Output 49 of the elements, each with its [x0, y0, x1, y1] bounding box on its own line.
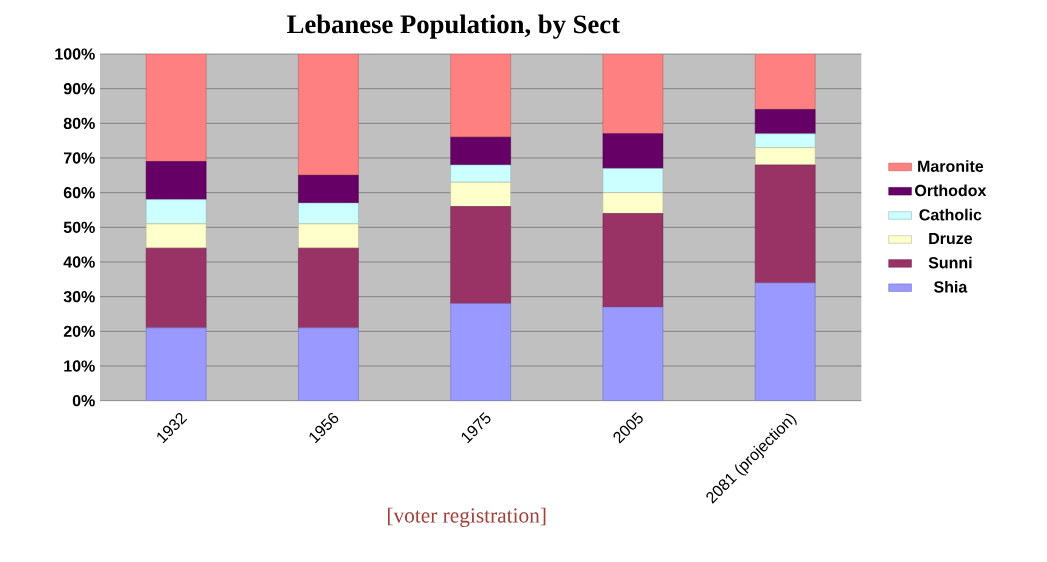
bar: [145, 223, 207, 249]
y-tick-label: 70%: [63, 152, 95, 164]
y-tick-label: 100%: [55, 48, 95, 60]
y-tick-label: 30%: [63, 291, 95, 303]
legend-label: Sunni: [928, 256, 972, 269]
y-tick-label: 60%: [63, 187, 95, 199]
bar: [450, 136, 511, 166]
legend-label: Orthodox: [915, 184, 987, 197]
bar: [754, 147, 816, 166]
bar: [602, 168, 664, 193]
bar: [145, 199, 207, 225]
y-tick-label: 80%: [63, 117, 95, 129]
bar: [298, 223, 359, 249]
text: [voter registration]: [387, 507, 546, 528]
bar: [298, 247, 359, 329]
bar: [145, 327, 207, 401]
bar: [602, 133, 664, 169]
bar: [602, 306, 664, 401]
bar: [298, 54, 359, 176]
bar: [450, 164, 511, 183]
bar: [450, 303, 511, 401]
y-tick-label: 20%: [63, 325, 95, 337]
bar: [298, 327, 359, 401]
bar: [450, 54, 511, 138]
y-tick-label: 50%: [63, 221, 95, 233]
legend-label: Catholic: [919, 208, 982, 221]
bar: [602, 213, 664, 308]
bar: [450, 206, 511, 304]
legend-label: Shia: [933, 280, 968, 293]
bar: [298, 175, 359, 204]
bar: [754, 282, 816, 401]
bar: [145, 54, 207, 162]
bar: [602, 54, 664, 135]
bar: [145, 161, 207, 200]
y-tick-label: 90%: [63, 83, 95, 95]
y-tick-label: 10%: [64, 360, 95, 372]
bar: [754, 54, 816, 110]
bar: [450, 182, 511, 207]
bar: [145, 247, 207, 329]
y-tick-label: 0%: [72, 395, 95, 407]
bar: [754, 164, 816, 284]
legend-label: Druze: [929, 232, 973, 245]
bar: [602, 192, 664, 214]
legend-label: Maronite: [918, 160, 984, 172]
chart-title: Lebanese Population, by Sect: [287, 14, 620, 39]
bar: [298, 202, 359, 225]
bar: [754, 133, 816, 148]
bar: [754, 109, 816, 135]
y-tick-label: 40%: [63, 256, 95, 268]
